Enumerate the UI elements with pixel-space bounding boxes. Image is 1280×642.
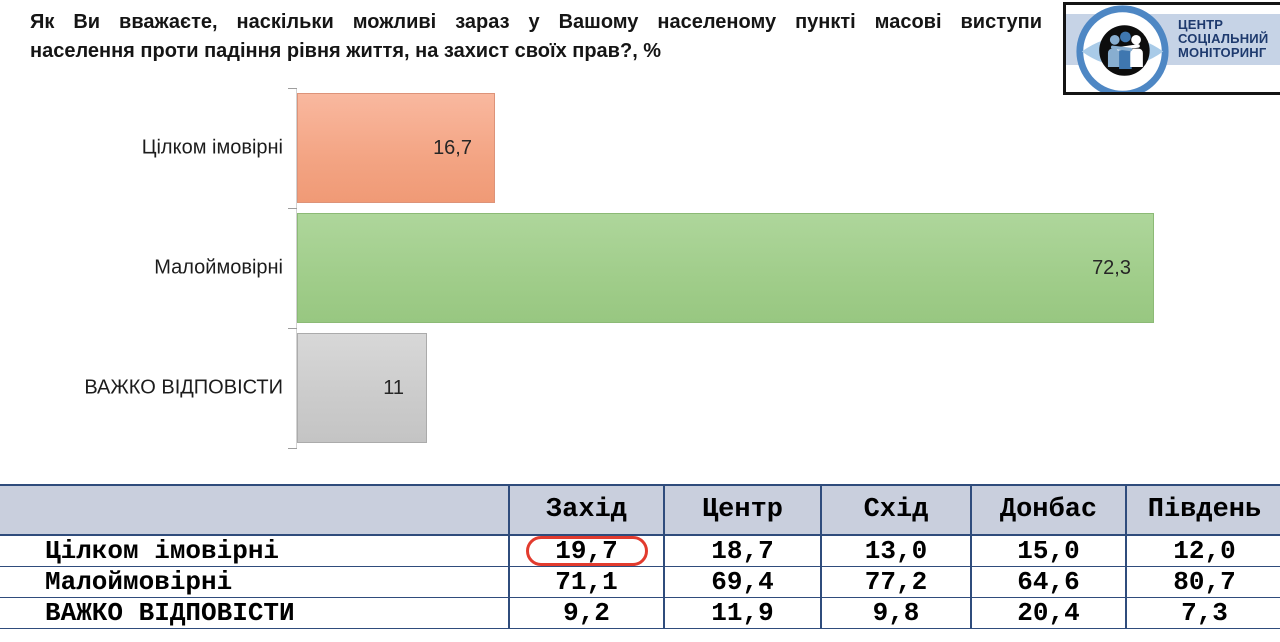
bar-row: Малоймовірні 72,3 [0,208,1280,328]
row-label: ВАЖКО ВІДПОВІСТИ [0,597,510,630]
column-header-empty [0,484,510,536]
bar-row: Цілком імовірні 16,7 [0,88,1280,208]
bar-value-label: 11 [383,376,404,399]
table-cell: 15,0 [970,534,1127,568]
axis-tick [288,448,297,449]
axis-tick [288,208,297,209]
bar-label: ВАЖКО ВІДПОВІСТИ [84,376,283,399]
table-row: Цілком імовірні 19,7 18,7 13,0 15,0 12,0 [0,534,1280,568]
bar-label: Цілком імовірні [141,136,283,159]
column-header-skhid: Схід [820,484,972,536]
axis-tick [288,88,297,89]
row-label: Малоймовірні [0,566,510,599]
category-axis [296,88,297,448]
table-cell: 19,7 [508,534,665,568]
table-cell: 77,2 [820,566,972,599]
column-header-zakhid: Захід [508,484,665,536]
table-header-row: Захід Центр Схід Донбас Південь [0,484,1280,536]
table-cell: 9,2 [508,597,665,630]
axis-tick [288,328,297,329]
bar-value-label: 16,7 [433,136,472,159]
table-cell: 64,6 [970,566,1127,599]
bar-label: Малоймовірні [154,256,283,279]
row-label: Цілком імовірні [0,534,510,568]
table-cell: 18,7 [663,534,822,568]
bar-chart: Цілком імовірні 16,7 Малоймовірні 72,3 В… [0,88,1280,449]
title-line-2: населення проти падіння рівня життя, на … [30,40,662,62]
logo-text-line-3: МОНІТОРИНГ [1178,45,1267,60]
red-highlight-oval: 19,7 [525,536,648,567]
regional-breakdown-table: Захід Центр Схід Донбас Південь Цілком і… [0,484,1280,630]
table-cell: 13,0 [820,534,972,568]
table-cell: 71,1 [508,566,665,599]
table-cell: 9,8 [820,597,972,630]
eye-people-logo-icon [1076,5,1169,92]
table-row: ВАЖКО ВІДПОВІСТИ 9,2 11,9 9,8 20,4 7,3 [0,597,1280,630]
bar-value-label: 72,3 [1092,256,1131,279]
table-row: Малоймовірні 71,1 69,4 77,2 64,6 80,7 [0,566,1280,599]
table-cell: 12,0 [1125,534,1280,568]
column-header-tsentr: Центр [663,484,822,536]
org-logo: ЦЕНТР СОЦІАЛЬНИЙ МОНІТОРИНГ [1063,2,1280,95]
table-cell: 20,4 [970,597,1127,630]
page-title: Як Ви вважаєте, наскільки можливі зараз … [30,8,1042,66]
column-header-pivden: Південь [1125,484,1280,536]
table-cell: 69,4 [663,566,822,599]
column-header-donbas: Донбас [970,484,1127,536]
logo-text-line-1: ЦЕНТР [1178,17,1224,32]
bar-row: ВАЖКО ВІДПОВІСТИ 11 [0,328,1280,448]
table-cell: 11,9 [663,597,822,630]
logo-text-line-2: СОЦІАЛЬНИЙ [1178,31,1269,46]
table-cell: 7,3 [1125,597,1280,630]
bar-tsilkom-imovirni: 16,7 [297,93,495,203]
bar-vazhko-vidpovisty: 11 [297,333,427,443]
title-line-1: Як Ви вважаєте, наскільки можливі зараз … [30,11,1042,33]
bar-maloymovirni: 72,3 [297,213,1154,323]
table-cell: 80,7 [1125,566,1280,599]
logo-text: ЦЕНТР СОЦІАЛЬНИЙ МОНІТОРИНГ [1178,18,1268,60]
